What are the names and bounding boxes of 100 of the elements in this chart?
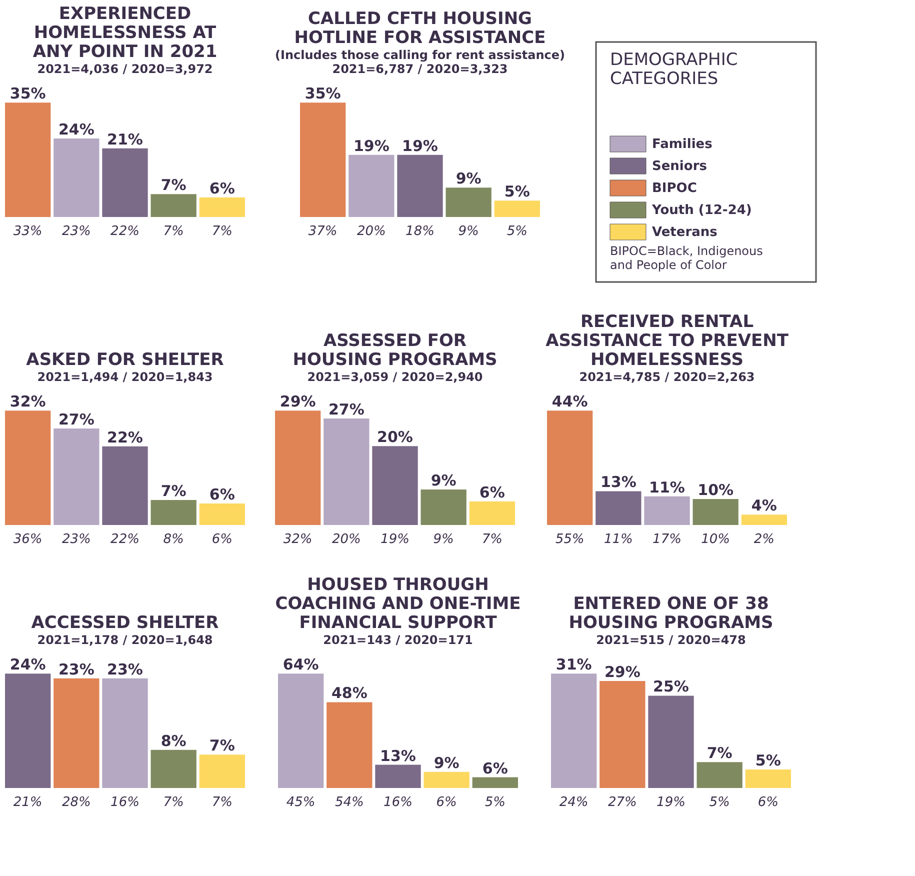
- data-label: 25%: [653, 678, 689, 696]
- data-label: 22%: [107, 428, 143, 446]
- bar: [199, 504, 245, 525]
- text: 45%: [286, 795, 316, 810]
- bar: [150, 194, 196, 217]
- data-label: 31%: [556, 656, 592, 674]
- data-label: 10%: [698, 481, 734, 499]
- data-label: 64%: [282, 656, 319, 674]
- text: 9%: [458, 224, 479, 239]
- text: BIPOC=Black, Indigenous and People of Color: [610, 244, 763, 272]
- category-label: Youth (12-24): [651, 203, 752, 218]
- bar: [300, 102, 346, 217]
- text: 6%: [436, 795, 457, 810]
- bar: [745, 770, 791, 788]
- bar: [600, 680, 646, 788]
- bar: [551, 674, 597, 788]
- bar: [5, 674, 51, 788]
- bar: [372, 446, 418, 525]
- text: 19%: [380, 532, 410, 547]
- text: 10%: [701, 532, 730, 547]
- category-label: Families: [652, 137, 713, 152]
- data-label: 44%: [552, 392, 588, 411]
- text: 20%: [356, 224, 386, 239]
- chart-subtitle: 2021=1,494 / 2020=1,843: [37, 370, 213, 384]
- bar: [150, 750, 196, 788]
- chart-title: EXPERIENCED HOMELESSNESS AT ANY POINT IN 2021: [32, 4, 218, 62]
- text: 7%: [212, 795, 232, 810]
- chart-subtitle: 2021=4,785 / 2020=2,263: [579, 370, 755, 384]
- data-label: 29%: [604, 662, 640, 681]
- data-label: 20%: [377, 428, 413, 446]
- bar: [692, 499, 738, 525]
- data-label: 8%: [160, 732, 186, 750]
- chart-title: HOUSED THROUGH COACHING AND ONE-TIME FINANCIAL SUPPORT: [275, 575, 521, 633]
- bar: [446, 188, 492, 217]
- bar: [326, 702, 372, 788]
- data-label: 23%: [107, 660, 143, 678]
- data-label: 13%: [600, 473, 636, 492]
- bar: [54, 138, 100, 217]
- bar: [472, 777, 518, 788]
- bar: [275, 410, 321, 525]
- bar: [54, 428, 100, 525]
- data-label: 27%: [58, 410, 94, 428]
- data-label: 21%: [107, 130, 143, 148]
- data-label: 5%: [504, 182, 530, 201]
- text: 22%: [110, 532, 140, 547]
- text: 27%: [608, 795, 637, 810]
- bar: [5, 410, 51, 525]
- data-label: 27%: [328, 400, 364, 418]
- data-label: 5%: [755, 752, 781, 770]
- bar: [469, 501, 515, 525]
- text: 11%: [604, 532, 633, 547]
- bar: [648, 696, 694, 788]
- text: 16%: [384, 795, 412, 810]
- text: 37%: [308, 224, 338, 239]
- data-label: 35%: [10, 84, 46, 103]
- chart-subtitle: 2021=1,178 / 2020=1,648: [37, 633, 213, 647]
- data-label: 24%: [10, 656, 46, 674]
- data-label: 7%: [160, 482, 186, 500]
- text: 8%: [163, 532, 184, 547]
- data-label: 13%: [380, 746, 416, 765]
- data-label: 35%: [304, 84, 341, 103]
- text: 33%: [13, 224, 42, 239]
- text: 9%: [433, 532, 454, 547]
- chart-subtitle: 2021=4,036 / 2020=3,972: [37, 62, 213, 76]
- bar: [54, 678, 100, 788]
- chart-title: CALLED CFTH HOUSING HOTLINE FOR ASSISTANCE: [294, 9, 546, 48]
- bar: [102, 148, 148, 217]
- text: 5%: [709, 795, 730, 810]
- data-label: 6%: [482, 759, 508, 778]
- bar: [199, 754, 245, 788]
- data-label: 9%: [430, 471, 456, 490]
- text: 19%: [656, 795, 686, 810]
- text: 23%: [62, 532, 91, 547]
- data-label: 24%: [58, 120, 94, 139]
- text: 7%: [482, 532, 502, 547]
- data-label: 19%: [353, 136, 390, 155]
- category-label: Seniors: [652, 159, 708, 174]
- bar: [102, 446, 148, 525]
- bar: [420, 489, 466, 525]
- data-label: 32%: [10, 392, 46, 411]
- text: 6%: [212, 532, 232, 547]
- category-label: BIPOC: [652, 181, 697, 196]
- text: 18%: [406, 224, 434, 239]
- data-label: 7%: [209, 736, 235, 755]
- bar: [199, 197, 245, 217]
- text: 20%: [332, 532, 361, 547]
- chart-subtitle: 2021=143 / 2020=171: [323, 633, 473, 647]
- chart-title: ASKED FOR SHELTER: [26, 350, 224, 370]
- text: 5%: [506, 224, 528, 239]
- bar: [375, 764, 421, 788]
- data-label: 4%: [751, 496, 777, 515]
- data-label: 7%: [706, 744, 732, 762]
- text: 7%: [163, 224, 184, 239]
- chart-subtitle: (Includes those calling for rent assistance) 2021=6,787 / 2020=3,323: [275, 48, 565, 76]
- bar: [397, 154, 443, 217]
- text: 7%: [212, 224, 232, 239]
- text: 28%: [62, 795, 91, 810]
- bar: [596, 491, 642, 525]
- bar: [424, 772, 470, 788]
- bar: [741, 514, 787, 525]
